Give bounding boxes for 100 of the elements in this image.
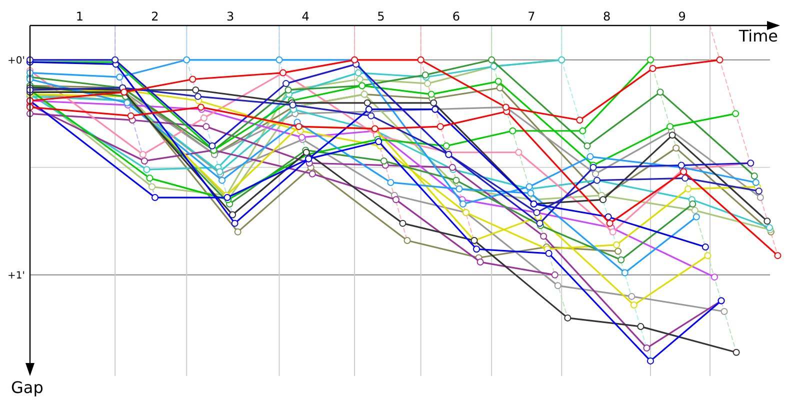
point <box>564 314 572 322</box>
y-tick-label: +1' <box>8 270 25 282</box>
point <box>752 178 760 186</box>
point <box>380 157 388 164</box>
point <box>764 218 771 225</box>
point <box>112 56 119 64</box>
point <box>692 213 700 220</box>
point <box>586 153 594 160</box>
point <box>282 80 290 88</box>
point <box>668 132 676 139</box>
point <box>509 127 516 134</box>
y-axis-title: Gap <box>11 378 44 397</box>
x-tick-label: 3 <box>226 10 234 24</box>
x-tick-label: 7 <box>528 10 536 24</box>
point <box>750 172 758 180</box>
x-tick-label: 1 <box>76 10 84 24</box>
point <box>720 308 728 315</box>
point <box>666 123 674 130</box>
point <box>146 174 154 182</box>
point <box>152 194 158 202</box>
point <box>606 220 614 227</box>
point <box>672 144 680 152</box>
point <box>609 228 616 236</box>
point <box>540 232 548 240</box>
point <box>116 74 124 81</box>
point <box>229 211 236 218</box>
point <box>755 188 762 195</box>
point <box>756 194 764 202</box>
point <box>436 123 444 130</box>
point <box>646 357 654 364</box>
point <box>488 56 496 64</box>
point <box>424 80 432 88</box>
point <box>448 164 456 171</box>
point <box>208 142 216 150</box>
point <box>576 116 584 124</box>
point <box>202 123 210 130</box>
point <box>579 127 586 134</box>
point <box>515 148 522 156</box>
x-tick-label: 2 <box>151 10 159 24</box>
x-axis-title: Time <box>738 26 778 46</box>
point <box>459 200 466 208</box>
point <box>496 84 504 92</box>
point <box>621 269 628 276</box>
point <box>702 243 709 250</box>
x-tick-label: 8 <box>602 10 611 24</box>
point <box>554 282 562 290</box>
point <box>140 157 148 164</box>
point <box>276 56 283 64</box>
point <box>189 76 196 83</box>
point <box>417 56 424 64</box>
point <box>442 142 450 150</box>
point <box>365 106 372 113</box>
x-tick-label: 4 <box>302 10 310 24</box>
point <box>691 206 698 214</box>
point <box>183 56 190 64</box>
x-tick-label: 9 <box>678 10 686 24</box>
point <box>614 248 622 255</box>
point <box>545 250 552 257</box>
point <box>127 112 134 120</box>
point <box>234 228 242 236</box>
point <box>399 220 406 227</box>
point <box>716 56 724 64</box>
point <box>527 190 534 197</box>
point <box>628 292 636 300</box>
point <box>643 344 650 352</box>
point <box>592 170 600 178</box>
point <box>656 88 664 96</box>
point <box>682 174 689 182</box>
point <box>774 252 782 260</box>
point <box>473 246 480 253</box>
point <box>476 258 484 266</box>
point <box>452 176 460 184</box>
point <box>148 183 156 190</box>
point <box>192 86 200 94</box>
point <box>732 348 740 356</box>
point <box>551 271 558 278</box>
point <box>368 112 375 120</box>
point <box>704 252 712 260</box>
point <box>143 166 150 174</box>
point <box>630 302 638 309</box>
point <box>430 99 438 106</box>
point <box>613 241 620 248</box>
point <box>689 200 696 208</box>
point <box>200 114 208 122</box>
point <box>494 78 502 85</box>
point <box>392 196 400 204</box>
point <box>354 69 362 76</box>
point <box>710 274 718 281</box>
point <box>618 256 625 264</box>
point <box>646 56 654 64</box>
point <box>231 220 238 227</box>
point <box>139 151 146 158</box>
y-tick-label: +0' <box>8 55 25 66</box>
point <box>308 170 316 178</box>
point <box>732 110 740 118</box>
point <box>684 185 692 192</box>
point <box>364 99 371 106</box>
x-tick-label: 6 <box>452 10 460 24</box>
point <box>422 71 429 78</box>
point <box>404 237 411 244</box>
